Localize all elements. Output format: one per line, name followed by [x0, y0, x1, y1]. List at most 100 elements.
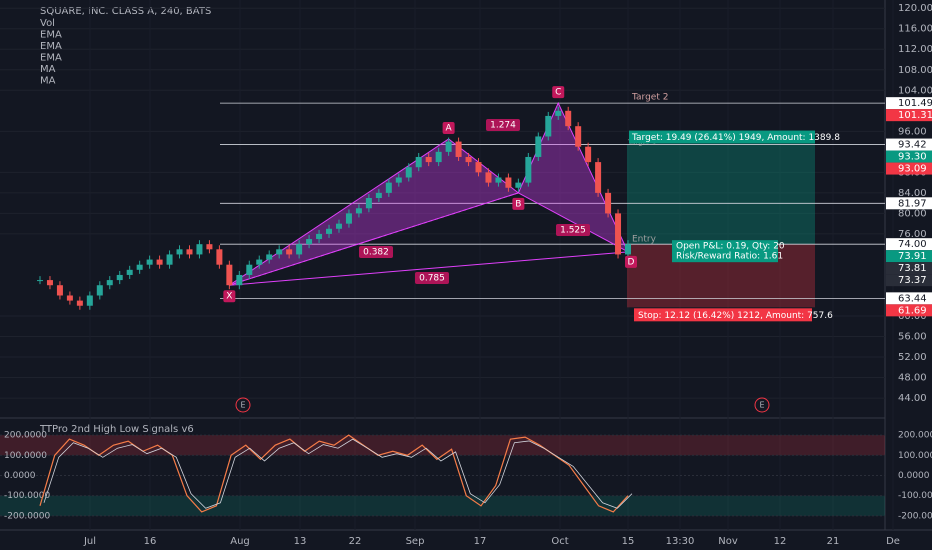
y-tick-label: 112.00 [898, 44, 932, 55]
target-label: Target: 19.49 (26.41%) 1949, Amount: 138… [631, 133, 840, 143]
candle [56, 285, 63, 296]
candle [206, 244, 213, 250]
candle [595, 162, 602, 193]
indicator-tick-label: 200.0000 [898, 431, 932, 441]
candle [505, 177, 512, 188]
price-label: 73.37 [898, 275, 927, 286]
ratio-bg [486, 119, 520, 131]
candle [485, 172, 492, 183]
ratio-label: 1.274 [490, 121, 516, 131]
indicator-tick-label-left: 0.0000 [4, 471, 36, 481]
y-tick-label: 48.00 [898, 373, 927, 384]
ratio-bg [415, 272, 449, 284]
target2-label: Target 2 [631, 93, 668, 103]
candle [326, 228, 333, 234]
candle [306, 239, 313, 245]
candle [266, 254, 273, 260]
y-tick-label: 116.00 [898, 24, 932, 35]
pattern-label-bg [442, 122, 455, 135]
x-tick-label: Aug [230, 536, 250, 547]
candle [605, 192, 612, 214]
target-zone [627, 144, 815, 245]
price-label: 81.97 [898, 198, 927, 209]
candle [166, 254, 173, 265]
lower-band [0, 495, 885, 516]
candle [375, 192, 382, 199]
candle [196, 244, 203, 255]
candle [465, 156, 472, 163]
ratio-label: 1.525 [560, 226, 586, 236]
price-label-bg [886, 238, 932, 251]
candle [415, 156, 422, 168]
ratio-bg [359, 246, 393, 258]
price-label: 61.69 [898, 305, 927, 316]
price-label-bg [886, 197, 932, 210]
indicator-tick-label-left: -100.0000 [4, 491, 50, 501]
candle [495, 177, 502, 183]
candle [475, 162, 482, 173]
candle [345, 213, 352, 224]
indicator-tick-label: 100.0000 [898, 451, 932, 461]
candle [395, 177, 402, 183]
price-label: 73.81 [898, 263, 927, 274]
pnl-label: Open P&L: 0.19, Qty: 20 [676, 242, 785, 252]
x-tick-label: Oct [551, 536, 568, 547]
price-label: 93.09 [898, 164, 927, 175]
price-label-bg [886, 250, 932, 263]
rr-label: Risk/Reward Ratio: 1.61 [676, 252, 783, 262]
candle [355, 208, 362, 214]
pnl-bg [672, 240, 778, 263]
candle [565, 110, 572, 127]
price-label-bg [886, 304, 932, 317]
candle [525, 156, 532, 183]
indicator-tick-label-left: 200.0000 [4, 431, 47, 441]
candle [37, 280, 43, 282]
candle [146, 259, 153, 265]
y-tick-label: 120.00 [898, 3, 932, 14]
candle [405, 167, 412, 178]
price-label-bg [886, 274, 932, 287]
candle [276, 249, 283, 255]
y-tick-label: 56.00 [898, 332, 927, 343]
indicator-line-2 [43, 438, 633, 509]
candle [46, 280, 53, 286]
pattern-label-bg [512, 197, 525, 210]
stop-label: Stop: 12.12 (16.42%) 1212, Amount: 757.6 [638, 311, 833, 321]
candle [296, 244, 303, 255]
study-legend: EMA [40, 53, 62, 64]
price-label: 101.49 [898, 98, 932, 109]
y-tick-label: 76.00 [898, 229, 927, 240]
y-tick-label: 84.00 [898, 188, 927, 199]
x-tick-label: De [886, 536, 900, 547]
candle [575, 126, 582, 147]
x-tick-label: 12 [774, 536, 787, 547]
price-label-bg [886, 262, 932, 275]
candle [176, 249, 183, 255]
pattern-xd [229, 251, 629, 286]
pattern-label: X [226, 292, 232, 302]
price-label-bg [886, 162, 932, 175]
price-label-bg [886, 138, 932, 151]
price-label-bg [886, 109, 932, 122]
candle [435, 151, 442, 163]
candle [385, 182, 392, 193]
candle [425, 156, 432, 163]
candle [186, 249, 193, 255]
y-tick-label: 104.00 [898, 85, 932, 96]
price-label: 93.42 [898, 140, 927, 151]
candle [216, 249, 223, 265]
stop-label-bg [634, 308, 812, 322]
pattern-label-bg [625, 255, 637, 268]
candle [535, 136, 542, 157]
x-tick-label: 22 [349, 536, 362, 547]
pattern-label-bg [552, 86, 565, 99]
event-label: E [759, 401, 764, 410]
study-legend: MA [40, 64, 56, 75]
indicator-tick-label: -200.0000 [898, 511, 932, 521]
candle [246, 264, 253, 275]
candle [625, 244, 631, 255]
pattern-label: C [555, 88, 561, 98]
x-tick-label: Sep [406, 536, 425, 547]
